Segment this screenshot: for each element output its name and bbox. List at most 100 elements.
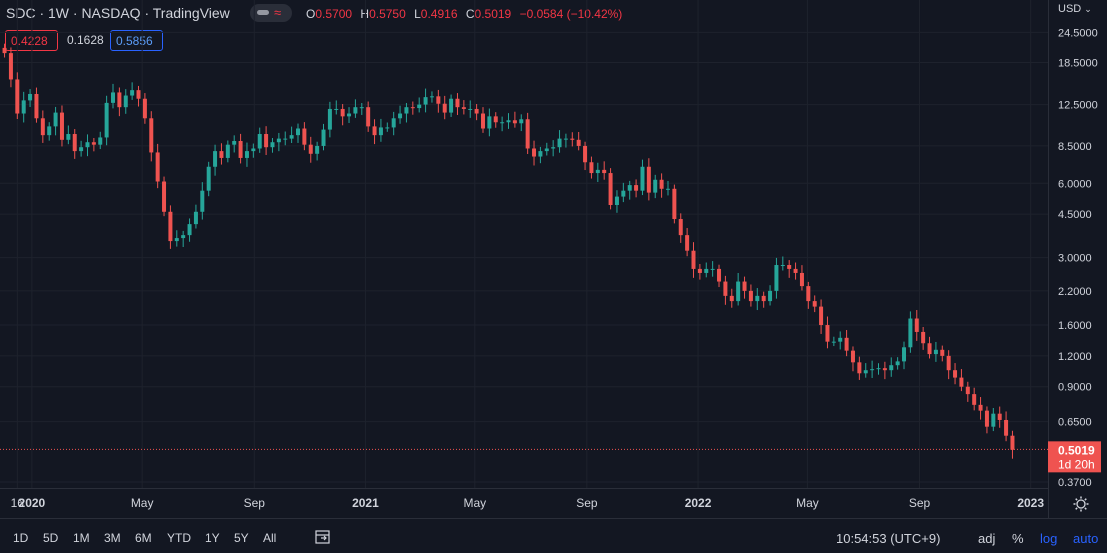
x-tick-label: 2023 [1017, 496, 1044, 510]
candle-body [793, 268, 798, 273]
low-label: L [414, 7, 421, 21]
range-1m-button[interactable]: 1M [73, 531, 90, 545]
x-tick-label: May [796, 496, 819, 510]
candle-body [780, 265, 785, 267]
candle-body [283, 138, 288, 140]
candle-body [838, 337, 843, 342]
candle-body [168, 211, 173, 242]
candle-body [91, 142, 96, 145]
candle-body [506, 120, 511, 123]
candle-body [21, 100, 26, 114]
y-tick-label: 12.5000 [1058, 100, 1098, 112]
indicator-toggle-pill[interactable]: ≈ [250, 4, 292, 22]
y-tick-label: 1.2000 [1058, 351, 1092, 363]
candle-body [59, 112, 64, 140]
candle-body [28, 93, 33, 101]
candle-body [142, 98, 147, 119]
range-5d-button[interactable]: 5D [43, 531, 59, 545]
candle-body [946, 355, 951, 371]
y-tick-label: 0.6500 [1058, 417, 1092, 429]
candle-body [136, 90, 141, 99]
candle-body [953, 370, 958, 378]
log-toggle[interactable]: log [1040, 531, 1058, 546]
candle-body [206, 166, 211, 191]
candle-body [289, 135, 294, 139]
candle-body [876, 368, 881, 370]
candle-body [755, 295, 760, 302]
clock-timezone[interactable]: 10:54:53 (UTC+9) [836, 531, 941, 546]
last-price-label: 0.5019 [1058, 443, 1095, 457]
y-tick-label: 0.9000 [1058, 382, 1092, 394]
ohlc-legend: O0.5700 H0.5750 L0.4916 C0.5019 −0.0584 … [306, 7, 627, 21]
range-1d-button[interactable]: 1D [13, 531, 29, 545]
candle-body [104, 102, 109, 138]
x-tick-label: 2022 [685, 496, 712, 510]
candle-body [404, 107, 409, 114]
candle-body [461, 107, 466, 109]
open-label: O [306, 7, 316, 21]
y-tick-label: 6.0000 [1058, 178, 1092, 190]
currency-selector[interactable]: USD ⌄ [1058, 3, 1092, 15]
candle-body [595, 169, 600, 174]
candle-body [347, 113, 352, 117]
candle-body [162, 181, 167, 212]
candle-body [429, 96, 434, 98]
candle-body [557, 138, 562, 148]
candle-body [959, 377, 964, 387]
y-tick-label: 8.5000 [1058, 141, 1092, 153]
candle-body [155, 152, 160, 182]
range-1y-button[interactable]: 1Y [205, 531, 220, 545]
candle-body [130, 90, 135, 96]
candle-body [213, 151, 218, 167]
eye-icon[interactable] [257, 10, 269, 15]
goto-date-icon[interactable] [314, 528, 332, 546]
candle-body [589, 162, 594, 174]
candle-body [525, 119, 530, 149]
y-tick-label: 0.3700 [1058, 477, 1092, 489]
candle-body [410, 107, 415, 109]
range-6m-button[interactable]: 6M [135, 531, 152, 545]
adj-toggle[interactable]: adj [978, 531, 996, 546]
candle-body [812, 301, 817, 307]
candle-body [844, 337, 849, 351]
candle-body [774, 265, 779, 291]
candle-body [474, 108, 479, 114]
candle-body [997, 413, 1002, 420]
buy-price-button[interactable]: 0.5856 [110, 30, 163, 51]
candle-body [480, 113, 485, 129]
candle-body [417, 104, 422, 109]
candle-body [563, 138, 568, 140]
candle-body [576, 139, 581, 146]
candle-body [174, 238, 179, 242]
settings-gear-icon[interactable] [1073, 496, 1089, 512]
candle-body [870, 369, 875, 371]
change-value: −0.0584 (−10.42%) [519, 7, 623, 21]
candle-body [761, 295, 766, 302]
candle-body [193, 211, 198, 225]
range-3m-button[interactable]: 3M [104, 531, 121, 545]
percent-toggle[interactable]: % [1012, 531, 1024, 546]
close-value: 0.5019 [474, 7, 512, 21]
candle-body [933, 349, 938, 355]
currency-label: USD [1058, 3, 1082, 15]
auto-toggle[interactable]: auto [1073, 531, 1099, 546]
symbol-title[interactable]: SDC · 1W · NASDAQ · TradingView [6, 5, 230, 21]
range-all-button[interactable]: All [263, 531, 277, 545]
candle-body [602, 169, 607, 174]
candle-body [66, 134, 71, 140]
price-chart[interactable]: 24.5000 18.5000 12.5000 8.5000 6.0000 4.5000 3… [0, 0, 1107, 518]
range-ytd-button[interactable]: YTD [167, 531, 191, 545]
candle-body [232, 141, 237, 145]
range-5y-button[interactable]: 5Y [234, 531, 249, 545]
x-tick-label: 2020 [19, 496, 46, 510]
candle-body [200, 190, 205, 212]
candle-body [704, 268, 709, 273]
x-tick-label: Sep [909, 496, 931, 510]
candle-body [251, 148, 256, 152]
candle-body [984, 410, 989, 427]
candle-body [697, 268, 702, 273]
candle-body [378, 127, 383, 136]
y-tick-label: 2.2000 [1058, 286, 1092, 298]
bottom-toolbar: 1D 5D 1M 3M 6M YTD 1Y 5Y All 10:54:53 (U… [0, 518, 1107, 553]
candle-body [238, 141, 243, 158]
